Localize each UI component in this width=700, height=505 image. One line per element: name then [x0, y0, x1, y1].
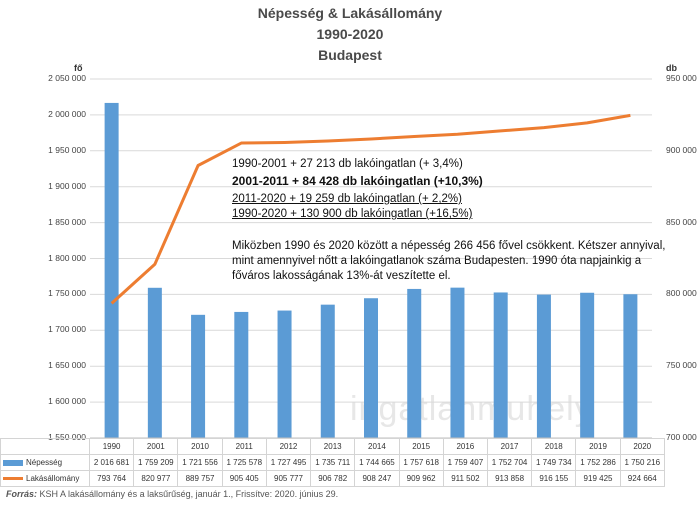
- chart-title-line-3: Budapest: [318, 47, 382, 63]
- x-tick-label: 2017: [486, 438, 533, 455]
- population-value: 1 727 495: [265, 454, 312, 471]
- housing-value: 889 757: [177, 470, 223, 487]
- bar-2011: [234, 311, 249, 438]
- summary-paragraph: Miközben 1990 és 2020 között a népesség …: [232, 240, 666, 282]
- housing-value: 820 977: [133, 470, 179, 487]
- x-tick-label: 2018: [531, 438, 577, 455]
- x-tick-label: 2012: [265, 438, 312, 455]
- x-tick-label: 2014: [354, 438, 400, 455]
- data-table: 1990 2001 2010 2011 2012 2013 2014 2015 2016 2017…: [0, 438, 665, 487]
- housing-value: 924 664: [619, 470, 665, 487]
- x-tick-label: 1990: [88, 438, 135, 455]
- legend-line-swatch: [3, 477, 23, 481]
- x-tick-label: 2016: [442, 438, 488, 455]
- bar-2014: [364, 298, 378, 438]
- bar-2017: [493, 292, 508, 438]
- bar-2016: [450, 287, 465, 438]
- left-tick-label: 1 750 000: [48, 288, 86, 299]
- x-tick-label: 2010: [177, 438, 223, 455]
- left-tick-label: 1 550 000: [48, 432, 86, 442]
- source-label: Forrás:: [6, 489, 38, 499]
- housing-value: 905 405: [221, 470, 267, 487]
- population-value: 1 759 407: [442, 454, 488, 471]
- annotation-1990-2020: 1990-2020 + 130 900 db lakóingatlan (+16…: [232, 208, 473, 220]
- chart-title-line-1: Népesség & Lakásállomány: [257, 5, 443, 21]
- legend-housing-label: Lakásállomány: [26, 474, 80, 483]
- x-tick-label: 2013: [310, 438, 356, 455]
- x-tick-label: 2011: [221, 438, 267, 455]
- population-value: 2 016 681: [88, 454, 135, 471]
- population-value: 1 752 704: [486, 454, 533, 471]
- left-tick-label: 1 600 000: [48, 396, 86, 407]
- housing-value: 905 777: [265, 470, 312, 487]
- housing-value: 919 425: [575, 470, 621, 487]
- left-tick-label: 1 850 000: [48, 216, 86, 227]
- housing-value: 906 782: [310, 470, 356, 487]
- population-value: 1 750 216: [619, 454, 665, 471]
- left-tick-label: 1 650 000: [48, 360, 86, 371]
- x-tick-label: 2015: [398, 438, 444, 455]
- table-corner-cell: [0, 438, 90, 455]
- left-axis-unit: fő: [74, 63, 83, 73]
- source-text: KSH A lakásállomány és a laksűrűség, jan…: [37, 489, 339, 499]
- bar-2012: [277, 310, 292, 438]
- legend-population: Népesség: [0, 454, 90, 471]
- population-value: 1 757 618: [398, 454, 444, 471]
- right-tick-label: 850 000: [666, 216, 697, 227]
- bar-2010: [191, 314, 206, 438]
- legend-housing: Lakásállomány: [0, 470, 90, 487]
- watermark: ingatlanmuhely: [350, 390, 593, 428]
- bar-2001: [147, 287, 162, 438]
- x-tick-label: 2001: [133, 438, 179, 455]
- left-tick-label: 1 950 000: [48, 144, 86, 155]
- source-note: Forrás: KSH A lakásállomány és a laksűrű…: [6, 489, 338, 499]
- right-tick-label: 700 000: [666, 432, 697, 442]
- housing-value: 793 764: [88, 470, 135, 487]
- bar-2019: [580, 292, 595, 438]
- population-value: 1 735 711: [310, 454, 356, 471]
- right-tick-label: 750 000: [666, 360, 697, 371]
- annotation-1990-2001: 1990-2001 + 27 213 db lakóingatlan (+ 3,…: [232, 158, 463, 170]
- annotation-2001-2011: 2001-2011 + 84 428 db lakóingatlan (+10,…: [232, 174, 483, 188]
- housing-value: 913 858: [486, 470, 533, 487]
- population-value: 1 759 209: [133, 454, 179, 471]
- chart-title-line-2: 1990-2020: [316, 26, 384, 42]
- population-value: 1 749 734: [531, 454, 577, 471]
- population-value: 1 744 665: [354, 454, 400, 471]
- left-tick-label: 1 900 000: [48, 180, 86, 191]
- housing-value: 908 247: [354, 470, 400, 487]
- population-value: 1 721 556: [177, 454, 223, 471]
- table-row-population: Népesség 2 016 681 1 759 209 1 721 556 1 72…: [0, 454, 665, 471]
- right-axis-unit: db: [666, 63, 677, 73]
- left-tick-label: 2 000 000: [48, 108, 86, 119]
- left-tick-label: 1 700 000: [48, 324, 86, 335]
- legend-bar-swatch: [3, 459, 23, 466]
- housing-value: 909 962: [398, 470, 444, 487]
- housing-value: 911 502: [442, 470, 488, 487]
- x-tick-label: 2020: [619, 438, 665, 455]
- population-value: 1 752 286: [575, 454, 621, 471]
- bar-2015: [407, 288, 422, 438]
- right-tick-label: 950 000: [666, 73, 697, 83]
- housing-line: [110, 113, 631, 305]
- bar-1990: [104, 102, 119, 439]
- x-tick-label: 2019: [575, 438, 621, 455]
- housing-value: 916 155: [531, 470, 577, 487]
- bar-2018: [536, 294, 551, 438]
- bar-2013: [320, 304, 335, 438]
- right-tick-label: 800 000: [666, 288, 697, 299]
- bar-2020: [623, 294, 638, 438]
- left-tick-label: 1 800 000: [48, 252, 86, 263]
- table-row-housing: Lakásállomány 793 764 820 977 889 757 905 4…: [0, 470, 665, 487]
- left-tick-label: 2 050 000: [48, 73, 86, 83]
- population-value: 1 725 578: [221, 454, 267, 471]
- legend-population-label: Népesség: [26, 458, 63, 467]
- right-tick-label: 900 000: [666, 144, 697, 155]
- annotation-2011-2020: 2011-2020 + 19 259 db lakóingatlan (+ 2,…: [232, 193, 462, 205]
- table-row-years: 1990 2001 2010 2011 2012 2013 2014 2015 2016 2017…: [0, 438, 665, 455]
